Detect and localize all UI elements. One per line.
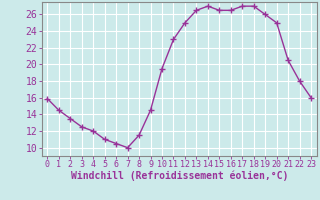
X-axis label: Windchill (Refroidissement éolien,°C): Windchill (Refroidissement éolien,°C) — [70, 171, 288, 181]
